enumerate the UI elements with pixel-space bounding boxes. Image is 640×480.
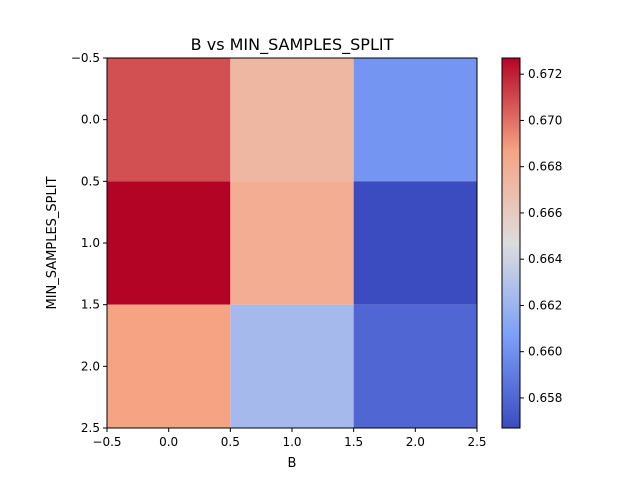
colorbar-tick-label: 0.666: [528, 206, 562, 220]
y-tick-label: 0.5: [81, 174, 100, 188]
x-tick-label: −0.5: [92, 435, 121, 449]
heatmap-cells: [107, 58, 477, 428]
colorbar-tick-label: 0.658: [528, 391, 562, 405]
colorbar-tick-label: 0.660: [528, 345, 562, 359]
colorbar-tick-label: 0.662: [528, 298, 562, 312]
colorbar-tick-label: 0.664: [528, 252, 562, 266]
x-tick-label: 2.5: [467, 435, 486, 449]
x-tick-label: 1.0: [282, 435, 301, 449]
heatmap-cell-r2-c0: [107, 304, 231, 428]
x-tick-label: 0.0: [159, 435, 178, 449]
colorbar-tick-label: 0.670: [528, 113, 562, 127]
y-axis-label: MIN_SAMPLES_SPLIT: [45, 176, 60, 309]
x-tick-label: 2.0: [406, 435, 425, 449]
chart-title: B vs MIN_SAMPLES_SPLIT: [191, 35, 394, 55]
y-tick-label: 0.0: [81, 113, 100, 127]
heatmap-cell-r0-c2: [353, 58, 477, 182]
x-tick-label: 0.5: [221, 435, 240, 449]
y-tick-label: −0.5: [71, 51, 100, 65]
x-axis-label: B: [288, 456, 297, 471]
y-axis-ticks: −0.5 0.0 0.5 1.0 1.5 2.0 2.5: [71, 51, 107, 435]
y-tick-label: 1.5: [81, 298, 100, 312]
heatmap-cell-r0-c0: [107, 58, 231, 182]
heatmap-cell-r1-c1: [230, 181, 354, 305]
heatmap-cell-r0-c1: [230, 58, 354, 182]
heatmap-cell-r1-c2: [353, 181, 477, 305]
colorbar-tick-label: 0.672: [528, 67, 562, 81]
y-tick-label: 2.0: [81, 359, 100, 373]
x-axis-ticks: −0.5 0.0 0.5 1.0 1.5 2.0 2.5: [92, 428, 487, 449]
y-tick-label: 1.0: [81, 236, 100, 250]
x-tick-label: 1.5: [344, 435, 363, 449]
heatmap-cell-r1-c0: [107, 181, 231, 305]
heatmap-cell-r2-c1: [230, 304, 354, 428]
colorbar-ticks: 0.658 0.660 0.662 0.664 0.666 0.668 0.670 0.672: [520, 67, 562, 405]
colorbar-tick-label: 0.668: [528, 160, 562, 174]
y-tick-label: 2.5: [81, 421, 100, 435]
heatmap-cell-r2-c2: [353, 304, 477, 428]
colorbar: [501, 57, 521, 429]
